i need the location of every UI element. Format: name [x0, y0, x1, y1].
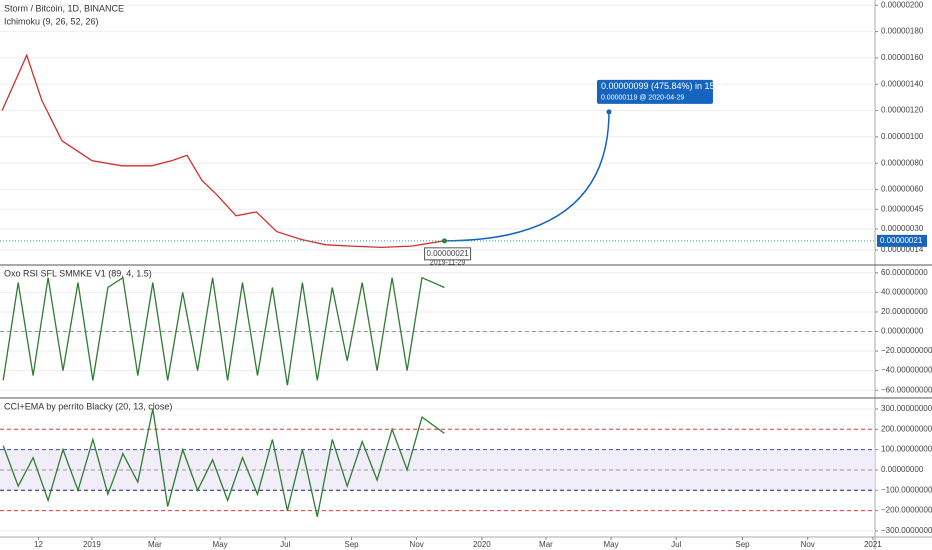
y-tick-label: 0.00000000 — [881, 465, 924, 474]
y-tick-label: 0.00000100 — [881, 132, 924, 141]
x-tick-label: 2019 — [83, 540, 101, 549]
y-tick-label: 0.00000080 — [881, 158, 924, 167]
y-tick-label: −40.00000000 — [881, 366, 932, 375]
projection-box — [596, 79, 713, 104]
x-tick-label: Jul — [671, 540, 681, 549]
y-tick-label: 100.00000000 — [881, 445, 932, 454]
last-price-box — [877, 234, 927, 247]
y-tick-label: 0.00000000 — [881, 327, 924, 336]
y-tick-label: 0.00000160 — [881, 53, 924, 62]
y-tick-label: 0.00000014 — [881, 245, 924, 254]
y-tick-label: 40.00000000 — [881, 287, 928, 296]
series-line — [2, 408, 445, 517]
y-tick-label: 0.00000045 — [881, 204, 924, 213]
y-tick-label: 60.00000000 — [881, 268, 928, 277]
projection-curve — [444, 111, 610, 242]
y-tick-label: −100.00000000 — [881, 485, 932, 494]
last-price-label: 0.00000021 — [880, 236, 923, 245]
y-tick-label: 0.00000200 — [881, 0, 924, 9]
y-tick-label: 200.00000000 — [881, 424, 932, 433]
x-tick-label: Nov — [410, 540, 424, 549]
pane-title: CCI+EMA by perrito Blacky (20, 13, close… — [4, 401, 172, 411]
y-tick-label: 0.00000030 — [881, 224, 924, 233]
projection-sublabel: 0.00000119 @ 2020-04-29 — [601, 95, 684, 102]
pane-title: Storm / Bitcoin, 1D, BINANCE — [4, 3, 124, 13]
x-tick-label: 2021 — [864, 540, 882, 549]
x-tick-label: 2020 — [473, 540, 491, 549]
pane-title: Oxo RSI SFL SMMKE V1 (89, 4, 1.5) — [4, 268, 152, 278]
y-tick-label: 0.00000060 — [881, 185, 924, 194]
pane-subtitle: Ichimoku (9, 26, 52, 26) — [4, 16, 99, 26]
x-tick-label: May — [213, 540, 228, 549]
projection-end — [606, 109, 612, 115]
crosshair-box — [424, 247, 472, 261]
crosshair-price: 0.00000021 — [426, 249, 469, 258]
x-tick-label: 12 — [34, 540, 43, 549]
x-tick-label: Nov — [801, 540, 815, 549]
x-tick-label: May — [604, 540, 619, 549]
y-tick-label: 0.00000140 — [881, 79, 924, 88]
x-tick-label: Jul — [280, 540, 290, 549]
y-tick-label: −200.00000000 — [881, 506, 932, 515]
x-tick-label: Mar — [148, 540, 162, 549]
y-tick-label: 20.00000000 — [881, 307, 928, 316]
series-line — [1, 53, 445, 249]
y-tick-label: −60.00000000 — [881, 385, 932, 394]
x-tick-label: Mar — [539, 540, 553, 549]
projection-label: 0.00000099 (475.84%) in 152d — [601, 81, 725, 91]
x-tick-label: Sep — [344, 540, 359, 549]
y-tick-label: 0.00000120 — [881, 106, 924, 115]
y-tick-label: 300.00000000 — [881, 404, 932, 413]
y-tick-label: −20.00000000 — [881, 346, 932, 355]
crosshair-date: 2019-11-29 — [430, 260, 465, 267]
series-line — [2, 276, 445, 386]
y-tick-label: 0.00000180 — [881, 27, 924, 36]
x-tick-label: Sep — [735, 540, 750, 549]
y-tick-label: −300.00000000 — [881, 526, 932, 535]
